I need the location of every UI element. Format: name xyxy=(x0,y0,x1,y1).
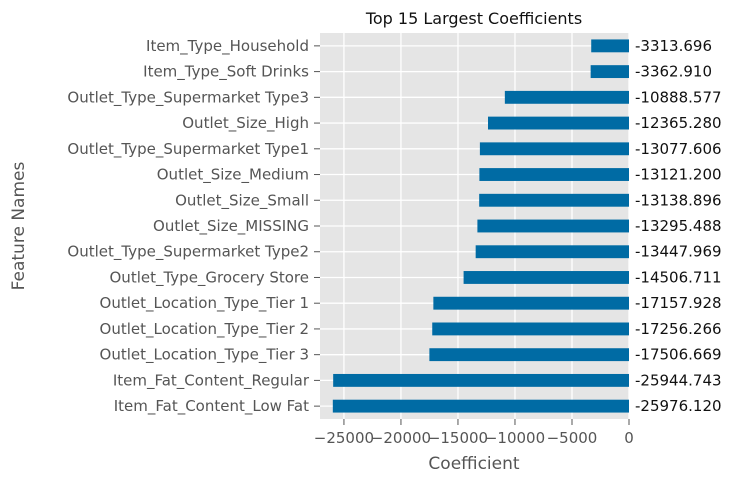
bar-value-label: -13447.969 xyxy=(635,243,722,261)
bar-value-label: -25976.120 xyxy=(635,397,722,415)
bar-value-label: -14506.711 xyxy=(635,268,722,286)
y-tick-label: Outlet_Size_Small xyxy=(175,191,309,210)
y-tick-label: Outlet_Location_Type_Tier 3 xyxy=(100,346,309,365)
bar-value-label: -17157.928 xyxy=(635,294,722,312)
bar xyxy=(590,65,629,79)
bar xyxy=(477,219,629,233)
bar xyxy=(429,348,629,362)
x-tick-labels: −25000−20000−15000−10000 −5000 0 xyxy=(314,419,634,447)
y-tick-label: Item_Type_Household xyxy=(146,37,309,56)
y-tick-labels: Item_Type_Household Item_Type_Soft Drinks… xyxy=(67,37,320,416)
y-tick-label: Outlet_Type_Supermarket Type1 xyxy=(67,140,309,159)
x-tick-label: −25000 xyxy=(314,429,374,447)
bar xyxy=(332,399,629,413)
bar-value-label: -25944.743 xyxy=(635,371,722,389)
x-tick-label: −15000 xyxy=(428,429,488,447)
x-tick-label: 0 xyxy=(624,429,634,447)
bar-value-label: -13138.896 xyxy=(635,191,722,209)
bar-value-label: -12365.280 xyxy=(635,114,722,132)
bar xyxy=(432,322,629,336)
bar-value-label: -13295.488 xyxy=(635,217,722,235)
x-axis-title: Coefficient xyxy=(428,454,519,474)
x-tick-label: −5000 xyxy=(547,429,598,447)
bar xyxy=(504,90,629,104)
y-tick-label: Outlet_Size_High xyxy=(182,114,309,133)
bar xyxy=(433,296,629,310)
y-axis-title: Feature Names xyxy=(9,162,29,291)
bar-value-labels: -3313.696 -3362.910 -10888.577 -12365.280 -1… xyxy=(635,37,722,415)
bar xyxy=(479,142,629,156)
y-tick-label: Item_Fat_Content_Regular xyxy=(113,371,310,390)
y-tick-label: Outlet_Location_Type_Tier 1 xyxy=(100,294,309,313)
bar xyxy=(463,271,629,284)
y-tick-label: Outlet_Type_Supermarket Type3 xyxy=(67,88,309,107)
bar-value-label: -10888.577 xyxy=(635,88,722,106)
bar-value-label: -13077.606 xyxy=(635,140,722,158)
x-tick-label: −20000 xyxy=(371,429,431,447)
y-tick-label: Item_Fat_Content_Low Fat xyxy=(114,397,309,416)
bar-value-label: -3313.696 xyxy=(635,37,712,55)
bars xyxy=(332,39,629,413)
bar-value-label: -17506.669 xyxy=(635,346,722,364)
bar-value-label: -3362.910 xyxy=(635,63,712,81)
bar xyxy=(479,193,629,207)
bar-value-label: -13121.200 xyxy=(635,166,722,184)
x-tick-label: −10000 xyxy=(485,429,545,447)
y-tick-label: Outlet_Type_Supermarket Type2 xyxy=(67,243,309,262)
y-tick-label: Outlet_Type_Grocery Store xyxy=(110,268,310,287)
y-tick-label: Item_Type_Soft Drinks xyxy=(143,63,309,82)
bar-value-label: -17256.266 xyxy=(635,320,722,338)
y-tick-label: Outlet_Size_Medium xyxy=(157,166,309,185)
bar xyxy=(479,168,629,181)
y-tick-label: Outlet_Location_Type_Tier 2 xyxy=(100,320,309,339)
y-tick-label: Outlet_Size_MISSING xyxy=(153,217,309,236)
bar xyxy=(475,245,629,259)
bar xyxy=(333,373,629,387)
bar xyxy=(488,116,629,130)
bar xyxy=(591,39,629,53)
chart-title: Top 15 Largest Coefficients xyxy=(365,9,582,28)
